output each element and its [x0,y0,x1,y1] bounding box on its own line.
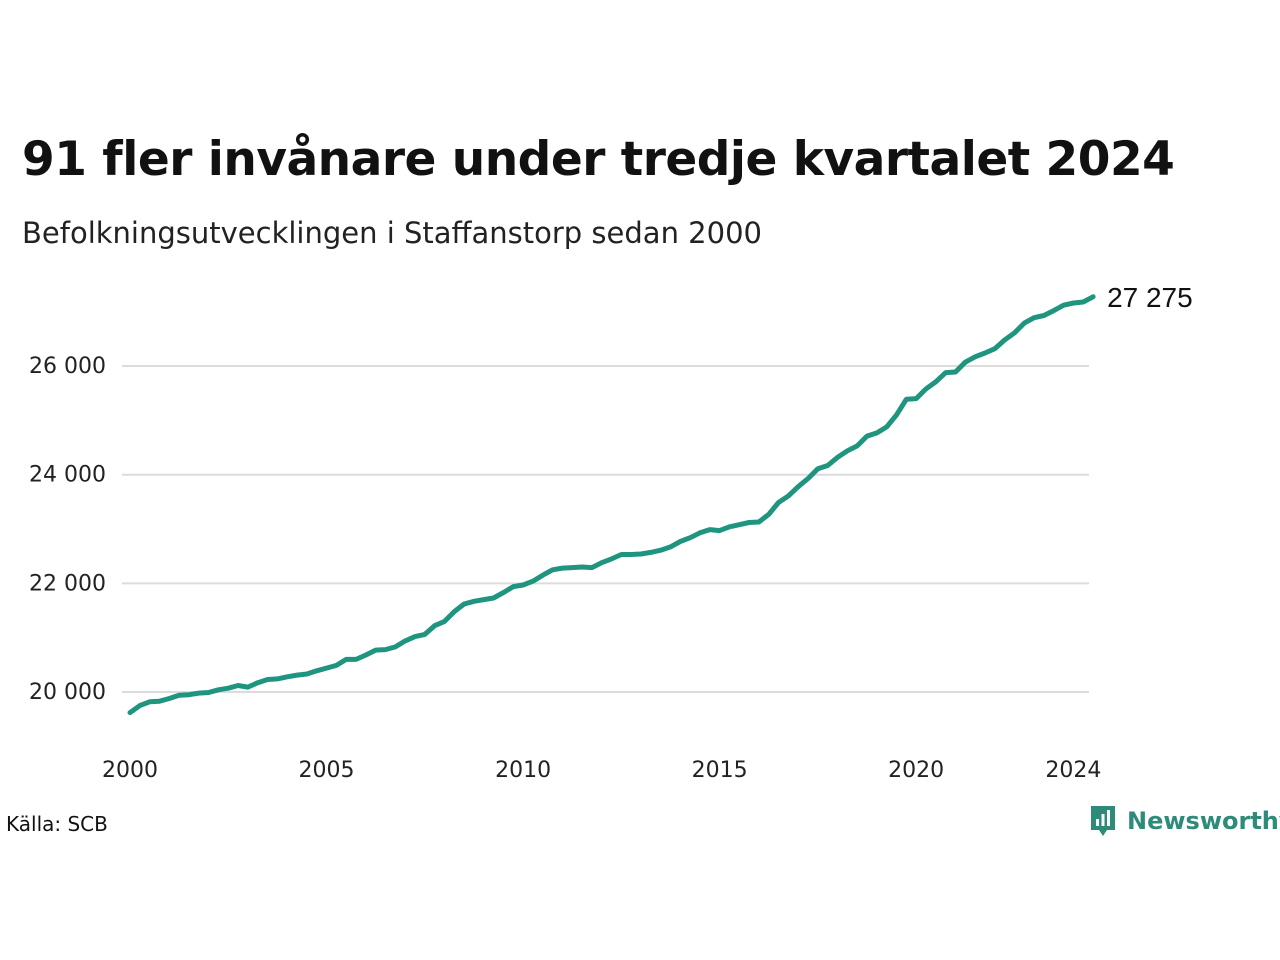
y-tick-label: 26 000 [29,354,106,379]
y-tick-label: 20 000 [29,680,106,705]
chart-title: 91 fler invånare under tredje kvartalet … [22,132,1175,187]
y-tick-label: 24 000 [29,463,106,488]
population-series-line [127,294,1096,716]
x-tick-label: 2010 [495,758,551,783]
brand-name: Newsworthy [1127,807,1280,835]
chart-subtitle: Befolkningsutvecklingen i Staffanstorp s… [22,216,762,250]
source-note: Källa: SCB [6,812,108,836]
newsworthy-logo-icon [1091,806,1115,836]
x-tick-label: 2005 [299,758,355,783]
x-tick-label: 2024 [1045,758,1101,783]
x-tick-label: 2000 [102,758,158,783]
x-tick-label: 2020 [888,758,944,783]
brand-logo[interactable]: Newsworthy [1089,804,1280,838]
y-tick-label: 22 000 [29,571,106,596]
end-value-label: 27 275 [1107,282,1193,313]
x-tick-label: 2015 [692,758,748,783]
